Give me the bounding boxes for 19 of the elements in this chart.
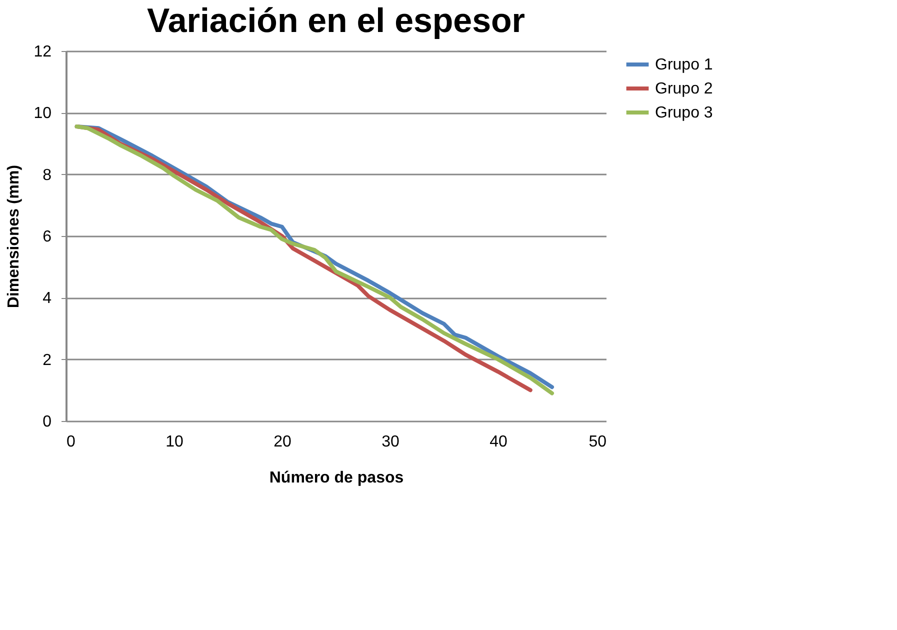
x-tick-label: 50	[588, 434, 607, 450]
y-tick-label: 2	[42, 352, 52, 369]
y-tick-label: 10	[34, 105, 52, 122]
y-axis-title: Dimensiones (mm)	[6, 164, 23, 308]
x-axis-title: Número de pasos	[269, 470, 404, 486]
x-tick-label: 20	[274, 434, 292, 450]
y-tick-label: 6	[42, 228, 52, 246]
x-tick-label: 30	[382, 434, 400, 450]
chart-title: Variación en el espesor	[147, 2, 525, 40]
legend-label: Grupo 1	[655, 56, 713, 74]
x-tick-label: 10	[166, 434, 184, 450]
x-tick-label: 40	[490, 434, 508, 450]
x-tick-label: 0	[66, 434, 76, 450]
y-tick-label: 8	[42, 166, 52, 184]
legend-label: Grupo 3	[655, 104, 713, 122]
y-tick-label: 4	[42, 290, 52, 308]
y-tick-label: 0	[42, 414, 52, 430]
legend-label: Grupo 2	[655, 80, 713, 98]
y-tick-label: 12	[34, 44, 52, 60]
